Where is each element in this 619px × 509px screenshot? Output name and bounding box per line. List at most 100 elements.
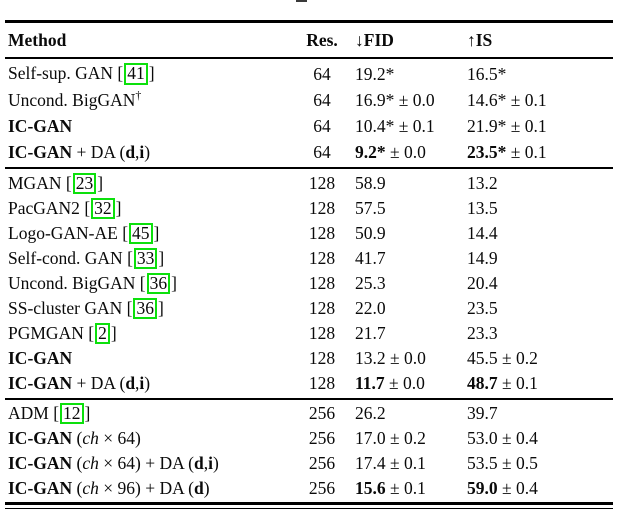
res-cell: 256 — [308, 428, 336, 448]
table-row: IC-GAN + DA (d,i) 64 9.2* ± 0.0 23.5* ± 0.1 — [0, 139, 619, 165]
method-cell: IC-GAN (ch × 64) — [0, 428, 295, 449]
method-cell: Self-cond. GAN [33] — [0, 247, 295, 270]
citation-link[interactable]: 32 — [91, 197, 115, 220]
table-row: IC-GAN + DA (d,i) 128 11.7 ± 0.0 48.7 ± 0.1 — [0, 371, 619, 396]
table-row: IC-GAN (ch × 64) + DA (d,i) 256 17.4 ± 0.1… — [0, 451, 619, 476]
metric-stddev: ± 0.0 — [384, 373, 425, 393]
table-row: Logo-GAN-AE [45] 128 50.9 14.4 — [0, 221, 619, 246]
fid-cell: 57.5 — [355, 198, 467, 219]
citation-link[interactable]: 45 — [129, 222, 153, 245]
method-text: d — [194, 453, 204, 473]
table-row: IC-GAN (ch × 96) + DA (d) 256 15.6 ± 0.1 59… — [0, 476, 619, 501]
method-text: ] — [97, 172, 104, 193]
res-cell: 128 — [308, 248, 336, 268]
metric-value: 16.9* — [355, 89, 395, 110]
method-text: ] — [110, 322, 117, 343]
method-text: i — [139, 141, 145, 162]
metric-value: 53.5 — [467, 453, 498, 473]
method-text: MGAN — [8, 172, 66, 193]
table-row: PacGAN2 [32] 128 57.5 13.5 — [0, 196, 619, 221]
metric-value: 11.7 — [355, 373, 385, 393]
metric-stddev: ± 0.1 — [506, 89, 547, 110]
fid-cell: 22.0 — [355, 298, 467, 319]
method-cell: PacGAN2 [32] — [0, 197, 295, 220]
is-cell: 14.9 — [467, 248, 619, 269]
table-row: IC-GAN 64 10.4* ± 0.1 21.9* ± 0.1 — [0, 113, 619, 139]
metric-value: 13.2 — [467, 173, 498, 193]
metric-value: 15.6 — [355, 478, 386, 498]
method-text: , — [135, 141, 140, 162]
metric-value: 10.4* — [355, 115, 395, 136]
metric-value: 45.5 — [467, 348, 498, 368]
citation-link[interactable]: 23 — [72, 172, 97, 195]
citation-link[interactable]: 36 — [146, 272, 171, 295]
metric-stddev: ± 0.0 — [385, 141, 426, 162]
metric-value: 50.9 — [355, 223, 386, 243]
method-text: [ — [122, 222, 129, 243]
metric-stddev: ± 0.1 — [385, 453, 426, 473]
method-cell: SS-cluster GAN [36] — [0, 297, 295, 320]
table-row: IC-GAN 128 13.2 ± 0.0 45.5 ± 0.2 — [0, 346, 619, 371]
fid-cell: 19.2* — [355, 64, 467, 85]
method-cell: IC-GAN — [0, 348, 295, 369]
res-cell: 256 — [308, 478, 336, 498]
citation-link[interactable]: 33 — [133, 247, 158, 270]
method-text: Logo-GAN-AE — [8, 222, 123, 243]
method-text: ] — [153, 222, 160, 243]
metric-stddev: ± 0.0 — [394, 89, 435, 110]
metric-value: 21.7 — [355, 323, 386, 343]
method-cell: Logo-GAN-AE [45] — [0, 222, 295, 245]
method-text: ] — [148, 63, 155, 84]
fid-cell: 17.4 ± 0.1 — [355, 453, 467, 474]
method-cell: Self-sup. GAN [41] — [0, 63, 295, 85]
metric-value: 48.7 — [467, 373, 498, 393]
is-cell: 16.5* — [467, 64, 619, 85]
is-cell: 53.5 ± 0.5 — [467, 453, 619, 474]
metric-stddev: ± 0.1 — [385, 478, 426, 498]
table-row: IC-GAN (ch × 64) 256 17.0 ± 0.2 53.0 ± 0.4 — [0, 426, 619, 451]
metric-stddev: ± 0.4 — [497, 428, 538, 448]
res-cell: 128 — [308, 373, 336, 393]
is-cell: 23.3 — [467, 323, 619, 344]
res-cell: 64 — [313, 89, 331, 110]
table-row: Uncond. BigGAN† 64 16.9* ± 0.0 14.6* ± 0.1 — [0, 87, 619, 113]
method-text: IC-GAN — [8, 348, 73, 368]
method-text: [ — [127, 247, 133, 268]
res-cell: 128 — [308, 298, 336, 318]
metric-value: 57.5 — [355, 198, 386, 218]
citation-link[interactable]: 36 — [133, 297, 157, 320]
metric-value: 53.0 — [467, 428, 498, 448]
method-text: ch — [82, 428, 99, 448]
method-text: [ — [117, 63, 124, 84]
citation-link[interactable]: 2 — [95, 322, 110, 345]
res-cell: 64 — [313, 115, 331, 136]
method-cell: IC-GAN (ch × 64) + DA (d,i) — [0, 453, 295, 474]
method-text: × 96) + DA ( — [98, 478, 194, 498]
method-text: [ — [84, 197, 91, 218]
metric-value: 39.7 — [467, 403, 498, 423]
metric-value: 58.9 — [355, 173, 386, 193]
metric-value: 16.5* — [467, 63, 507, 84]
table-row: ADM [12] 256 26.2 39.7 — [0, 401, 619, 426]
citation-link[interactable]: 12 — [60, 402, 84, 425]
method-text: × 64) + DA ( — [98, 453, 194, 473]
metric-value: 20.4 — [467, 273, 498, 293]
group-separator-rule — [5, 398, 613, 400]
is-cell: 21.9* ± 0.1 — [467, 116, 619, 137]
table-row: Uncond. BigGAN [36] 128 25.3 20.4 — [0, 271, 619, 296]
method-cell: PGMGAN [2] — [0, 322, 295, 345]
metric-value: 25.3 — [355, 273, 386, 293]
citation-link[interactable]: 41 — [124, 63, 148, 85]
column-header-method: Method — [8, 29, 67, 50]
method-text: [ — [126, 297, 133, 318]
method-text: d — [194, 478, 204, 498]
metric-stddev: ± 0.2 — [497, 348, 538, 368]
metric-value: 23.5 — [467, 298, 498, 318]
method-text: ) — [212, 453, 219, 473]
metric-value: 14.4 — [467, 223, 498, 243]
method-text: , — [203, 453, 209, 473]
method-text: ( — [72, 453, 83, 473]
metric-stddev: ± 0.4 — [497, 478, 538, 498]
method-text: [ — [53, 402, 60, 423]
